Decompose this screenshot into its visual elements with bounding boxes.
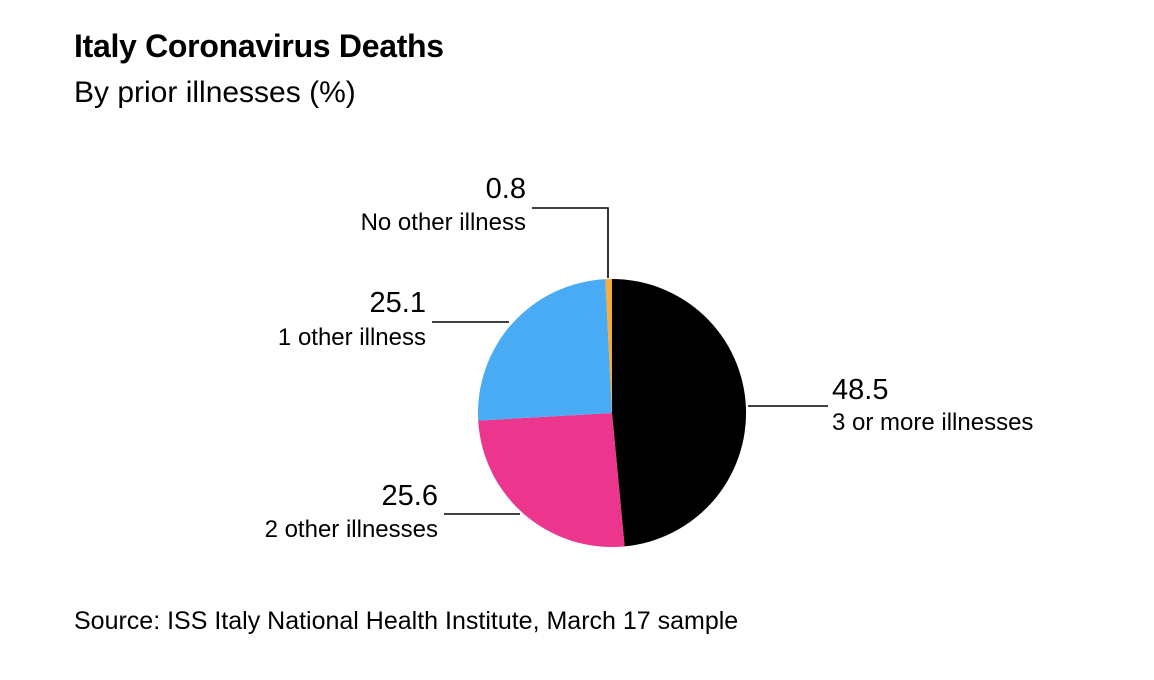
category-label-3-or-more-illnesses: 3 or more illnesses xyxy=(832,409,1033,436)
pie-chart: 48.5 3 or more illnesses 25.6 2 other illne… xyxy=(265,173,1034,548)
pie-slice-no-other-illness xyxy=(605,279,612,413)
source-note: Source: ISS Italy National Health Instit… xyxy=(74,607,739,635)
pie-slice-3-or-more-illnesses xyxy=(612,279,747,547)
pie-slice-1-other-illness xyxy=(477,279,612,421)
category-label-no-other-illness: No other illness xyxy=(361,209,526,236)
chart-title: Italy Coronavirus Deaths xyxy=(74,28,444,64)
value-label-1-other-illness: 25.1 xyxy=(370,287,426,319)
value-label-2-other-illnesses: 25.6 xyxy=(382,480,438,512)
slice-labels: 48.5 3 or more illnesses 25.6 2 other illne… xyxy=(265,173,1034,543)
leader-lines xyxy=(432,207,828,515)
pie-slices xyxy=(477,279,747,548)
value-label-3-or-more-illnesses: 48.5 xyxy=(832,374,888,406)
category-label-2-other-illnesses: 2 other illnesses xyxy=(265,516,438,543)
pie-slice-2-other-illnesses xyxy=(478,413,625,548)
chart-subtitle: By prior illnesses (%) xyxy=(74,76,356,109)
category-label-1-other-illness: 1 other illness xyxy=(278,324,426,351)
leader-line-no-other-illness xyxy=(532,207,609,278)
value-label-no-other-illness: 0.8 xyxy=(486,173,526,205)
